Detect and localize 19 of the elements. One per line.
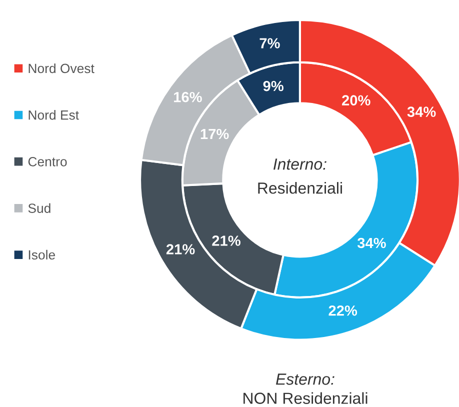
- data-label: 21%: [212, 236, 240, 246]
- data-label: 34%: [357, 238, 386, 248]
- text: Esterno:: [276, 374, 334, 385]
- data-label: 9%: [263, 80, 284, 92]
- legend-label: Isole: [28, 250, 55, 260]
- data-label: 20%: [342, 95, 370, 106]
- legend-label: Sud: [28, 203, 50, 213]
- legend-label: Centro: [28, 157, 67, 166]
- data-label: 16%: [174, 92, 202, 102]
- legend-label: Nord Ovest: [28, 63, 94, 74]
- legend-label: Nord Est: [28, 110, 79, 120]
- data-label: 22%: [328, 305, 358, 316]
- data-label: 34%: [407, 106, 436, 117]
- text: NON Residenziali: [244, 392, 368, 404]
- text: Interno:: [274, 158, 326, 170]
- data-label: 17%: [200, 128, 229, 140]
- data-label: 21%: [166, 244, 195, 254]
- data-label: 7%: [260, 38, 280, 48]
- text: Residenziali: [258, 182, 342, 194]
